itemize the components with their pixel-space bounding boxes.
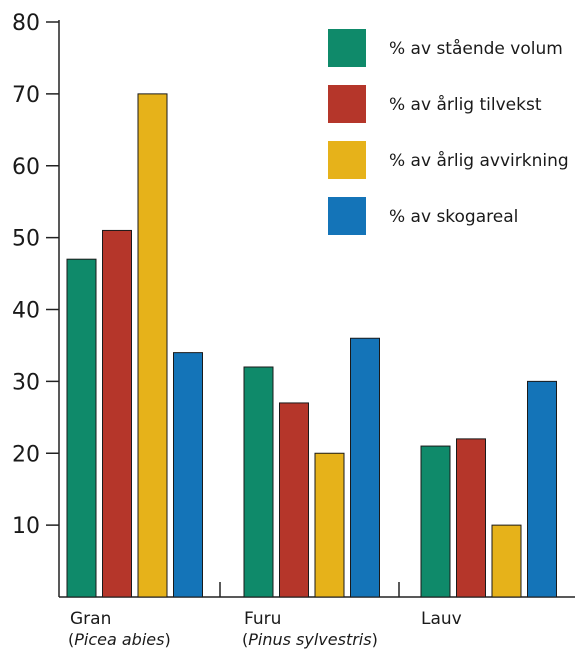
bar <box>137 93 168 598</box>
y-tick-label: 70 <box>12 83 40 108</box>
y-tick-label: 50 <box>12 227 40 252</box>
legend: % av stående volum % av årlig tilvekst % a… <box>328 29 569 235</box>
legend-label: % av skogareal <box>389 207 518 227</box>
bar <box>102 229 132 598</box>
y-tick-label: 60 <box>12 155 40 180</box>
x-category-sublabel: (Pinus sylvestris) <box>242 630 378 649</box>
bar <box>243 366 274 598</box>
y-tick-label: 20 <box>12 442 40 467</box>
bar <box>456 438 486 598</box>
legend-swatch <box>328 197 366 235</box>
bar <box>314 452 345 598</box>
legend-swatch <box>328 29 366 67</box>
x-category-label: Gran <box>70 609 111 629</box>
y-tick-label: 40 <box>12 299 40 324</box>
axes: 10 20 30 40 50 60 70 80 <box>12 11 575 598</box>
bar <box>279 402 309 598</box>
bar <box>420 445 451 598</box>
y-tick-label: 80 <box>12 11 40 36</box>
y-tick-label: 10 <box>12 514 40 539</box>
legend-label: % av stående volum <box>389 38 563 59</box>
bar <box>173 352 203 598</box>
bar <box>66 258 97 598</box>
y-tick-label: 30 <box>12 370 40 395</box>
legend-swatch <box>328 141 366 179</box>
x-category-sublabel: (Picea abies) <box>68 630 171 649</box>
bar <box>350 337 380 598</box>
legend-label: % av årlig tilvekst <box>389 94 542 115</box>
x-category-label: Furu <box>244 609 281 629</box>
legend-label: % av årlig avvirkning <box>389 150 569 171</box>
bar <box>491 524 522 598</box>
bars <box>66 93 557 598</box>
legend-swatch <box>328 85 366 123</box>
x-axis-labels: Gran(Picea abies) Furu(Pinus sylvestris) L… <box>68 609 462 649</box>
bar <box>527 380 557 598</box>
x-category-label: Lauv <box>421 609 462 629</box>
